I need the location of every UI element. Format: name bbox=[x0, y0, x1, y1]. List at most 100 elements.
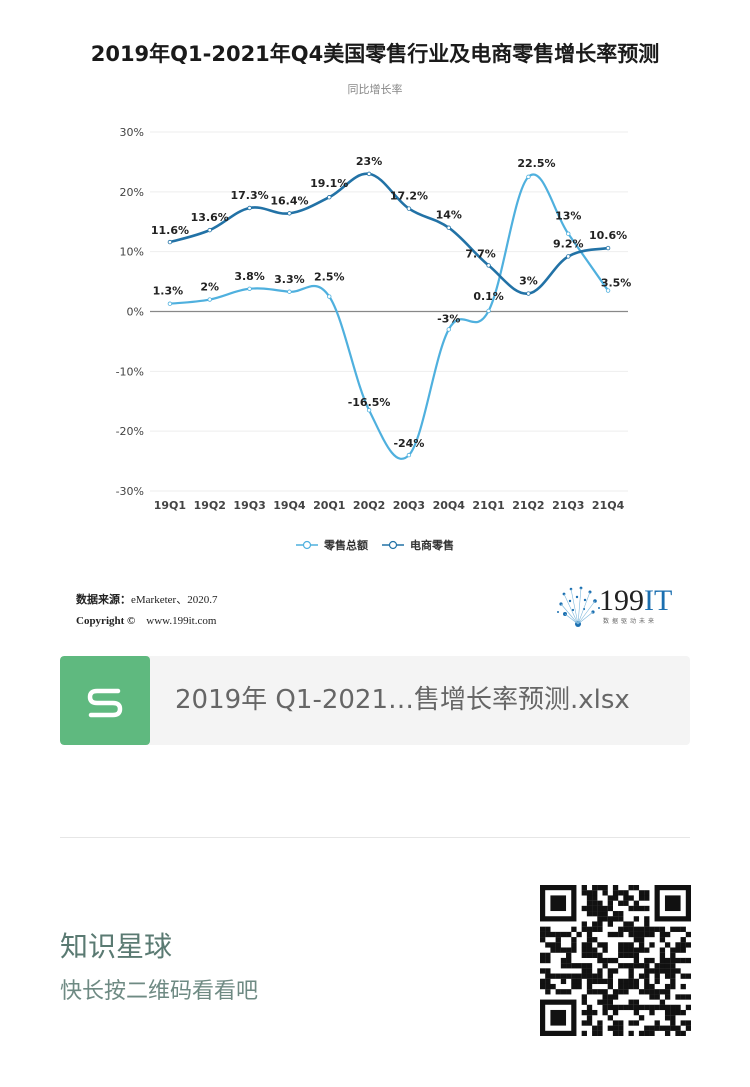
qr-module bbox=[597, 989, 603, 995]
qr-module bbox=[633, 983, 640, 990]
qr-module bbox=[633, 963, 640, 969]
qr-module bbox=[623, 1004, 629, 1011]
qr-module bbox=[618, 926, 624, 932]
qr-module bbox=[586, 973, 593, 979]
qr-module bbox=[555, 937, 561, 943]
qr-module bbox=[628, 1004, 634, 1011]
qr-module bbox=[644, 983, 650, 990]
qr-module bbox=[680, 973, 686, 979]
qr-module bbox=[628, 973, 634, 979]
qr-module bbox=[597, 973, 603, 979]
qr-module bbox=[592, 911, 598, 917]
qr-module bbox=[581, 905, 587, 912]
qr-module bbox=[602, 905, 608, 912]
qr-module bbox=[628, 978, 634, 985]
qr-module bbox=[649, 926, 655, 932]
qr-module bbox=[633, 931, 640, 938]
qr-module bbox=[560, 978, 567, 985]
qr-module bbox=[618, 911, 624, 917]
qr-module bbox=[586, 947, 593, 953]
qr-module bbox=[659, 963, 666, 969]
qr-module bbox=[685, 1004, 691, 1011]
data-label: 3% bbox=[519, 275, 538, 288]
qr-module bbox=[586, 895, 593, 901]
qr-module bbox=[597, 1020, 603, 1026]
qr-module bbox=[607, 895, 614, 901]
qr-module bbox=[607, 1025, 614, 1031]
qr-module bbox=[670, 1015, 676, 1021]
qr-module bbox=[628, 931, 634, 938]
qr-module bbox=[560, 931, 567, 938]
line-chart: 30% 20% 10% 0% -10% -20% -30% 19Q1 19Q2 19Q3 19Q4 2… bbox=[116, 126, 632, 512]
qr-module bbox=[592, 890, 598, 896]
qr-module bbox=[618, 1030, 624, 1036]
qr-module bbox=[571, 983, 577, 990]
qr-module bbox=[628, 885, 634, 891]
dandelion-logo-icon bbox=[557, 586, 600, 627]
qr-module bbox=[560, 957, 567, 964]
qr-module bbox=[612, 1004, 619, 1011]
qr-module bbox=[592, 905, 598, 912]
qr-module bbox=[644, 963, 650, 969]
qr-module bbox=[623, 890, 629, 896]
attachment-file-card[interactable]: 2019年 Q1-2021…售增长率预测.xlsx bbox=[60, 656, 690, 745]
qr-module bbox=[659, 952, 666, 959]
qr-module bbox=[644, 1004, 650, 1011]
qr-module bbox=[586, 900, 593, 906]
data-label: -3% bbox=[437, 312, 460, 325]
x-tick-label: 20Q3 bbox=[393, 499, 425, 512]
qr-module bbox=[618, 1020, 624, 1026]
qr-module bbox=[581, 926, 587, 932]
qr-module bbox=[571, 973, 577, 979]
qr-module bbox=[586, 911, 593, 917]
qr-module bbox=[566, 963, 572, 969]
qr-module bbox=[540, 952, 546, 959]
qr-module bbox=[592, 947, 598, 953]
qr-module bbox=[644, 989, 650, 995]
qr-module bbox=[623, 978, 629, 985]
data-point bbox=[207, 227, 212, 233]
data-point bbox=[366, 408, 372, 413]
data-label: 16.4% bbox=[270, 194, 308, 207]
qr-module bbox=[680, 942, 686, 948]
chart-subtitle: 同比增长率 bbox=[347, 83, 403, 96]
qr-module bbox=[612, 1009, 619, 1016]
data-label: -24% bbox=[393, 437, 424, 450]
data-point bbox=[446, 327, 451, 332]
qr-module bbox=[670, 952, 676, 959]
qr-module bbox=[602, 1004, 608, 1011]
data-label: -16.5% bbox=[348, 396, 391, 409]
qr-module bbox=[664, 983, 671, 990]
qr-module bbox=[597, 911, 603, 917]
qr-module bbox=[586, 1004, 593, 1011]
qr-module bbox=[612, 968, 619, 974]
qr-module bbox=[644, 968, 650, 974]
qr-module bbox=[592, 895, 598, 901]
x-tick-label: 20Q4 bbox=[433, 499, 466, 512]
qr-module bbox=[597, 926, 603, 932]
qr-finder bbox=[664, 895, 681, 912]
data-label: 19.1% bbox=[310, 177, 348, 190]
qr-module bbox=[623, 900, 629, 906]
qr-module bbox=[571, 963, 577, 969]
qr-module bbox=[659, 1004, 666, 1011]
series-line-retail-total bbox=[169, 173, 609, 460]
qr-module bbox=[586, 905, 593, 912]
qr-module bbox=[638, 1015, 645, 1021]
qr-module bbox=[592, 1025, 598, 1031]
qr-module bbox=[644, 947, 650, 953]
qr-module bbox=[649, 968, 655, 974]
qr-code-icon[interactable] bbox=[540, 885, 691, 1036]
data-label: 2% bbox=[200, 281, 219, 294]
qr-module bbox=[670, 973, 676, 979]
qr-module bbox=[664, 973, 671, 979]
qr-module bbox=[654, 968, 660, 974]
qr-module bbox=[654, 973, 660, 979]
qr-module bbox=[618, 916, 624, 922]
qr-finder bbox=[550, 1009, 567, 1026]
qr-module bbox=[659, 1025, 666, 1031]
qr-module bbox=[607, 957, 614, 964]
qr-module bbox=[586, 1015, 593, 1021]
qr-module bbox=[602, 890, 608, 896]
qr-module bbox=[571, 926, 577, 932]
